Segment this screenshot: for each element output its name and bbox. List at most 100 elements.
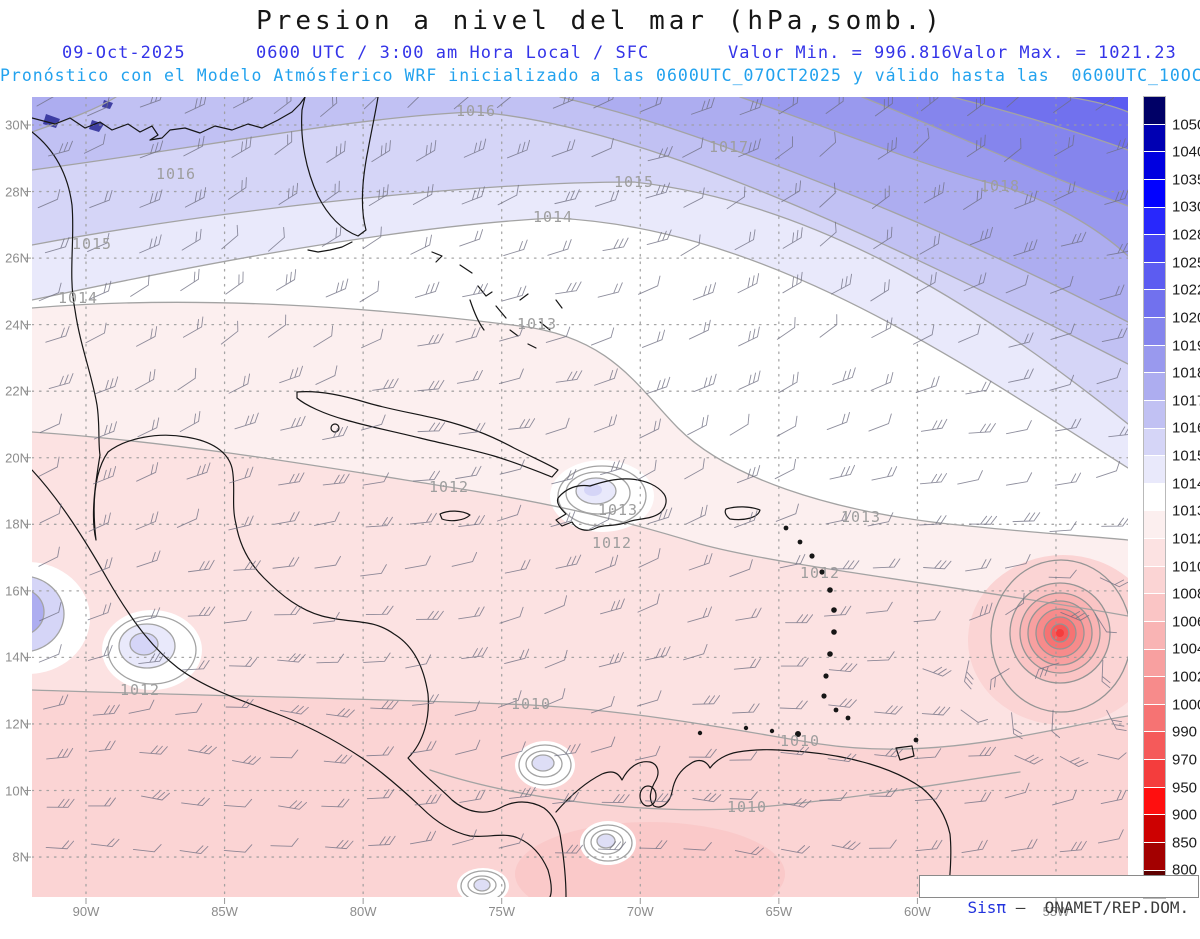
isobar-label: 1015 <box>613 173 655 191</box>
wind-barb <box>93 466 117 485</box>
wind-barb <box>139 97 164 108</box>
colorbar-value: 1012 <box>1172 530 1200 548</box>
wind-barb <box>825 97 844 114</box>
wind-barb <box>181 797 210 807</box>
wind-barb <box>1006 420 1032 435</box>
wind-barb <box>736 465 761 484</box>
colorbar-cell <box>1144 318 1165 346</box>
wind-barb <box>1094 613 1117 634</box>
wind-barb <box>645 182 671 199</box>
wind-barb <box>221 224 239 250</box>
wind-barb <box>597 841 627 851</box>
wind-barb <box>688 748 717 758</box>
colorbar-cell <box>1144 97 1165 125</box>
wind-barb <box>458 514 485 527</box>
wind-barb <box>924 182 945 204</box>
lat-tick-label: 22N <box>5 383 29 399</box>
wind-barb <box>968 746 996 757</box>
wind-barb <box>593 97 616 109</box>
colorbar-value: 1010 <box>1172 558 1200 576</box>
lon-tick-label: 85W <box>211 904 238 919</box>
axis-ticks <box>25 124 1057 904</box>
lon-tick-label: 90W <box>72 904 100 919</box>
wind-barb <box>778 97 799 115</box>
wind-barb <box>38 644 62 663</box>
wind-barb <box>139 234 162 254</box>
wind-barb <box>989 668 1010 691</box>
wind-barb <box>545 326 571 343</box>
wind-barb <box>1106 242 1128 256</box>
wind-barb <box>646 229 672 246</box>
wind-barb <box>782 271 803 294</box>
wind-barb <box>551 468 577 485</box>
wind-barb <box>409 512 437 525</box>
wind-barb <box>38 546 60 567</box>
lon-tick-label: 60W <box>904 904 931 919</box>
wind-barb <box>1054 472 1082 486</box>
wind-barb <box>868 839 897 849</box>
wind-barb <box>738 326 760 347</box>
wind-barb <box>316 653 345 664</box>
wind-barb <box>313 325 334 348</box>
wind-barb <box>504 559 531 574</box>
wind-barb <box>870 372 894 391</box>
lat-tick-label: 16N <box>5 583 29 599</box>
wind-barb <box>499 459 525 475</box>
wind-barb <box>782 227 803 249</box>
wind-barb <box>874 97 893 117</box>
wind-barb <box>1099 284 1125 301</box>
wind-barb <box>179 845 209 855</box>
wind-barb <box>601 794 630 804</box>
wind-barb <box>693 373 717 393</box>
coast-florida <box>301 97 379 237</box>
wind-barb <box>683 643 708 661</box>
wind-barb <box>1005 554 1031 569</box>
wind-barb <box>89 557 113 576</box>
wind-barb <box>88 797 116 807</box>
wind-barb <box>404 555 431 570</box>
wind-barb <box>554 743 581 757</box>
colorbar-cell <box>1144 539 1165 567</box>
isobar-label: 1014 <box>532 208 574 226</box>
wind-barb <box>831 840 861 850</box>
wind-barb <box>187 744 217 755</box>
wind-barb <box>321 180 340 204</box>
wind-barb <box>407 97 424 108</box>
wind-barb <box>969 515 998 525</box>
latlon-grid <box>32 97 1128 897</box>
colorbar-value: 850 <box>1172 834 1198 852</box>
wind-barb <box>551 139 576 157</box>
coast-florida-keys <box>307 241 353 253</box>
isobar-label: 1010 <box>510 695 552 713</box>
coastlines <box>32 97 952 897</box>
wind-barb <box>272 556 300 569</box>
wind-barb <box>36 97 58 107</box>
wind-barb <box>130 274 150 297</box>
wind-barb <box>685 504 708 525</box>
valid-time: 0600 UTC / 3:00 am Hora Local / SFC <box>256 43 650 63</box>
wind-barb <box>1055 418 1082 432</box>
colorbar-cell <box>1144 290 1165 318</box>
wind-barb <box>410 830 437 845</box>
branding-text: – ONAMET/REP.DOM. <box>1006 898 1190 917</box>
wind-barb <box>647 146 673 162</box>
wind-barb <box>1096 367 1122 385</box>
wind-barb <box>180 268 200 292</box>
wind-barb <box>641 329 666 348</box>
wind-barb <box>961 839 988 854</box>
wind-barb <box>644 646 671 661</box>
wind-barb <box>873 226 893 250</box>
wind-barb <box>410 234 432 255</box>
wind-barb <box>225 271 244 295</box>
wind-barb <box>136 462 159 482</box>
wind-barb <box>276 269 297 291</box>
wind-barb <box>137 417 160 438</box>
wind-barb <box>458 606 485 620</box>
wind-barb <box>920 97 939 112</box>
colorbar-value: 970 <box>1172 751 1198 769</box>
wind-barb <box>958 323 981 343</box>
wind-barb <box>782 798 812 808</box>
wind-barb <box>228 515 254 531</box>
wind-barb <box>969 226 993 246</box>
wind-barb <box>1049 374 1075 391</box>
